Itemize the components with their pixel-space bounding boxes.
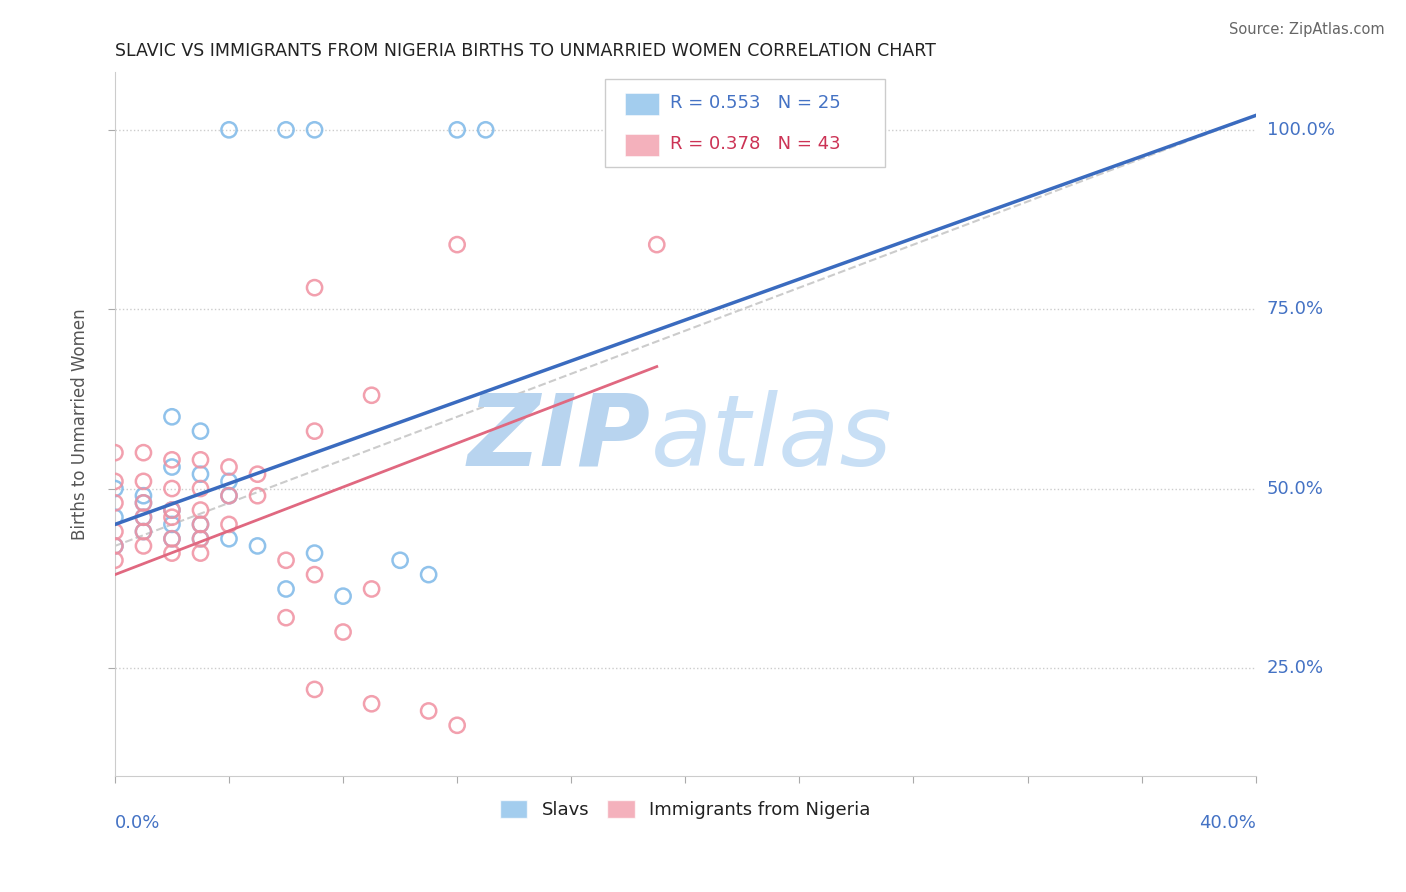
Text: 75.0%: 75.0% [1267, 301, 1324, 318]
Point [160, 546, 183, 560]
Point [132, 496, 155, 510]
Point [304, 546, 326, 560]
Point [274, 123, 297, 137]
Point [160, 503, 183, 517]
Point [418, 704, 440, 718]
Text: 50.0%: 50.0% [1267, 480, 1323, 498]
Point [132, 510, 155, 524]
Point [132, 489, 155, 503]
Point [104, 553, 127, 567]
Point [160, 460, 183, 475]
Point [132, 524, 155, 539]
Point [190, 424, 212, 438]
Point [160, 482, 183, 496]
Point [104, 445, 127, 459]
Point [246, 489, 269, 503]
Point [132, 475, 155, 489]
Point [360, 582, 382, 596]
Point [104, 510, 127, 524]
Point [104, 524, 127, 539]
Point [190, 517, 212, 532]
Point [389, 553, 412, 567]
Point [160, 517, 183, 532]
Point [190, 546, 212, 560]
Point [190, 532, 212, 546]
Point [190, 482, 212, 496]
Text: 0.0%: 0.0% [115, 814, 160, 832]
Point [446, 718, 468, 732]
Point [446, 123, 468, 137]
Point [160, 409, 183, 424]
Text: ZIP: ZIP [468, 390, 651, 486]
Point [446, 237, 468, 252]
Point [218, 489, 240, 503]
Point [218, 475, 240, 489]
Point [304, 424, 326, 438]
Point [218, 532, 240, 546]
Point [132, 510, 155, 524]
Text: R = 0.553   N = 25: R = 0.553 N = 25 [671, 95, 841, 112]
Point [360, 388, 382, 402]
Point [304, 280, 326, 294]
Point [190, 503, 212, 517]
Point [132, 445, 155, 459]
Point [160, 532, 183, 546]
FancyBboxPatch shape [624, 134, 659, 156]
Point [304, 123, 326, 137]
Point [104, 482, 127, 496]
Text: 100.0%: 100.0% [1267, 120, 1334, 139]
Point [304, 567, 326, 582]
Text: Source: ZipAtlas.com: Source: ZipAtlas.com [1229, 22, 1385, 37]
Point [274, 610, 297, 624]
Point [218, 460, 240, 475]
Point [218, 517, 240, 532]
Point [132, 496, 155, 510]
Point [160, 503, 183, 517]
Point [418, 567, 440, 582]
Point [474, 123, 496, 137]
Legend: Slavs, Immigrants from Nigeria: Slavs, Immigrants from Nigeria [501, 800, 870, 819]
Point [218, 489, 240, 503]
Point [132, 539, 155, 553]
Point [274, 582, 297, 596]
Point [190, 453, 212, 467]
Text: 25.0%: 25.0% [1267, 659, 1324, 677]
Y-axis label: Births to Unmarried Women: Births to Unmarried Women [72, 308, 89, 540]
Point [132, 524, 155, 539]
FancyBboxPatch shape [624, 93, 659, 115]
Text: R = 0.378   N = 43: R = 0.378 N = 43 [671, 136, 841, 153]
Point [246, 467, 269, 482]
Point [160, 510, 183, 524]
Point [304, 682, 326, 697]
Point [360, 697, 382, 711]
Point [160, 453, 183, 467]
FancyBboxPatch shape [606, 79, 884, 168]
Text: atlas: atlas [651, 390, 893, 486]
Point [104, 475, 127, 489]
Point [218, 123, 240, 137]
Point [190, 532, 212, 546]
Text: SLAVIC VS IMMIGRANTS FROM NIGERIA BIRTHS TO UNMARRIED WOMEN CORRELATION CHART: SLAVIC VS IMMIGRANTS FROM NIGERIA BIRTHS… [115, 42, 936, 60]
Point [274, 553, 297, 567]
Point [160, 532, 183, 546]
Point [190, 517, 212, 532]
Text: 40.0%: 40.0% [1199, 814, 1256, 832]
Point [104, 539, 127, 553]
Point [246, 539, 269, 553]
Point [332, 625, 354, 640]
Point [104, 539, 127, 553]
Point [104, 496, 127, 510]
Point [645, 237, 668, 252]
Point [332, 589, 354, 603]
Point [190, 467, 212, 482]
